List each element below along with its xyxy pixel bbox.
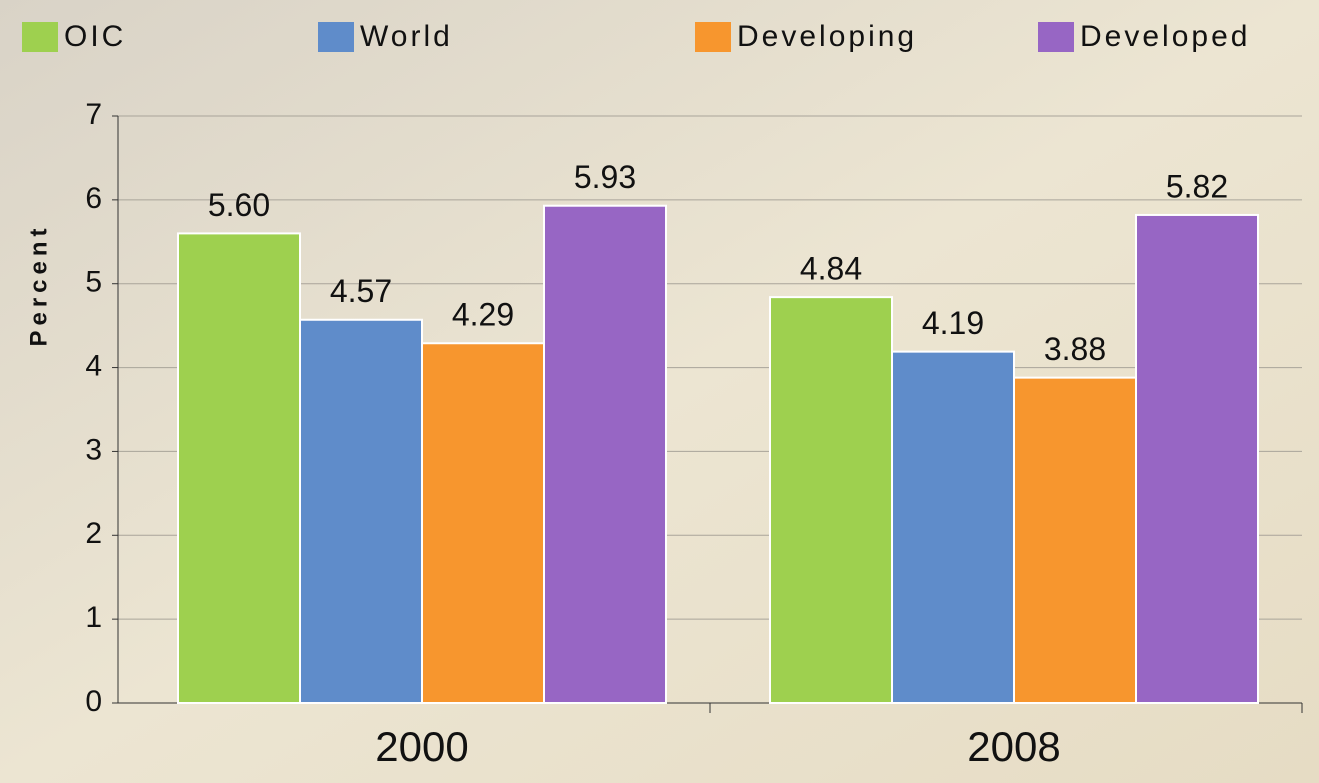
- y-tick-label: 2: [85, 517, 102, 550]
- x-tick-label: 2008: [967, 723, 1060, 770]
- data-label: 4.19: [922, 305, 984, 341]
- x-tick-label: 2000: [375, 723, 468, 770]
- y-tick-label: 6: [85, 182, 102, 215]
- legend-swatch: [695, 22, 731, 52]
- bar: [770, 297, 892, 703]
- data-label: 5.82: [1166, 168, 1228, 204]
- legend-swatch: [22, 22, 58, 52]
- data-label: 4.29: [452, 297, 514, 333]
- bar: [544, 206, 666, 703]
- y-axis-label: Percent: [25, 223, 52, 346]
- y-tick-label: 0: [85, 685, 102, 718]
- y-tick-label: 4: [85, 349, 102, 382]
- bar: [1136, 215, 1258, 703]
- bar: [892, 352, 1014, 703]
- bar: [178, 233, 300, 703]
- legend-label: World: [360, 20, 453, 53]
- bar: [300, 320, 422, 703]
- data-label: 4.57: [330, 273, 392, 309]
- legend-label: Developed: [1080, 20, 1250, 53]
- data-label: 5.93: [574, 159, 636, 195]
- y-tick-label: 7: [85, 98, 102, 131]
- y-tick-label: 3: [85, 433, 102, 466]
- y-tick-label: 1: [85, 601, 102, 634]
- page: Percent OIC World Developing Developed 0 1 2 3 4…: [0, 0, 1319, 783]
- y-tick-label: 5: [85, 266, 102, 299]
- chart: Percent OIC World Developing Developed 0 1 2 3 4…: [0, 0, 1319, 783]
- bar: [422, 343, 544, 703]
- legend-swatch: [1038, 22, 1074, 52]
- legend-label: OIC: [64, 20, 126, 53]
- bar: [1014, 378, 1136, 703]
- data-label: 4.84: [800, 251, 862, 287]
- legend-swatch: [318, 22, 354, 52]
- legend-label: Developing: [737, 20, 917, 53]
- data-label: 5.60: [208, 187, 270, 223]
- data-label: 3.88: [1044, 331, 1106, 367]
